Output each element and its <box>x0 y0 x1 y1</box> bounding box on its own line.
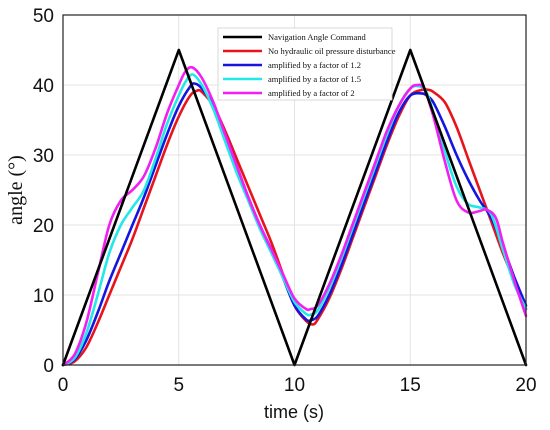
x-axis-label: time (s) <box>264 402 324 422</box>
legend-entry: amplified by a factor of 1.5 <box>268 74 361 84</box>
y-tick-label: 20 <box>33 216 54 237</box>
x-tick-label: 0 <box>58 375 69 396</box>
x-tick-label: 20 <box>515 375 536 396</box>
plot-frame <box>62 14 527 366</box>
y-axis-label: angle (°) <box>5 155 27 225</box>
legend-entry: amplified by a factor of 1.2 <box>268 60 361 70</box>
series-line-2 <box>61 82 528 367</box>
legend-entry: Navigation Angle Command <box>268 32 366 42</box>
legend-entry: amplified by a factor of 2 <box>268 88 355 98</box>
y-tick-label: 50 <box>33 6 54 27</box>
x-tick-label: 10 <box>284 375 305 396</box>
legend: Navigation Angle Command No hydraulic oil… <box>217 27 396 101</box>
y-tick-label: 30 <box>33 146 54 167</box>
legend-entry: No hydraulic oil pressure disturbance <box>268 46 396 56</box>
series-line-4 <box>61 65 528 367</box>
tick-labels: 0 5 10 15 20 0 10 20 30 40 50 <box>33 6 537 396</box>
y-tick-label: 0 <box>43 356 54 377</box>
y-tick-label: 10 <box>33 286 54 307</box>
x-tick-label: 15 <box>400 375 421 396</box>
series-line-3 <box>61 73 528 367</box>
y-tick-label: 40 <box>33 76 54 97</box>
x-tick-label: 5 <box>173 375 184 396</box>
